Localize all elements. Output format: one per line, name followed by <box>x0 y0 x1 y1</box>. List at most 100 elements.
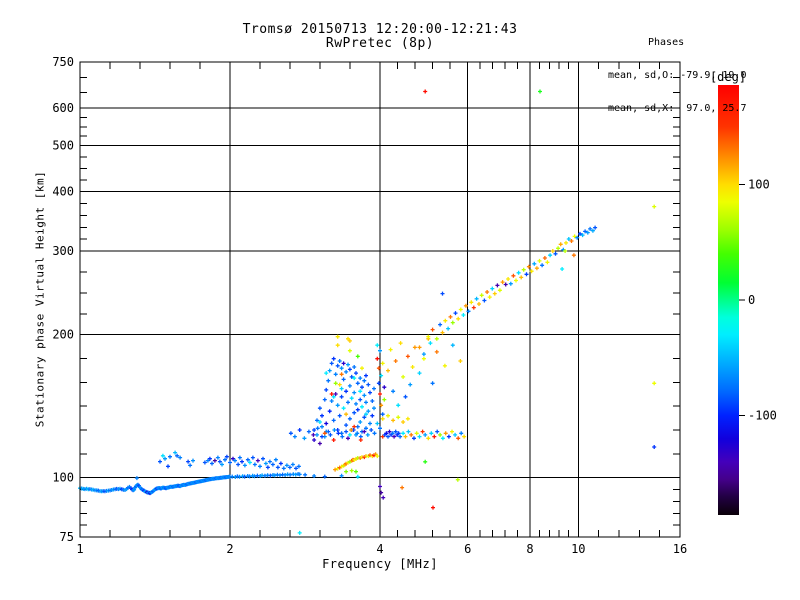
data-point <box>212 458 217 463</box>
data-point <box>477 302 481 306</box>
y-tick-label: 75 <box>60 530 74 544</box>
data-point <box>331 356 336 361</box>
data-point <box>347 348 352 353</box>
data-point <box>255 458 260 463</box>
data-point <box>252 462 257 467</box>
data-point <box>261 456 265 461</box>
data-point <box>506 277 511 281</box>
y-tick-labels: 75 100 200 300 400 500 600 750 <box>52 55 74 544</box>
data-point <box>273 457 278 462</box>
data-point <box>346 362 350 367</box>
data-point <box>532 261 537 266</box>
data-point <box>327 409 332 414</box>
data-point <box>329 392 334 396</box>
data-point <box>479 293 484 298</box>
data-point <box>482 298 487 303</box>
data-point <box>410 365 415 369</box>
data-point <box>431 505 435 510</box>
data-point <box>332 428 337 432</box>
data-point <box>297 428 302 432</box>
data-point <box>495 283 500 288</box>
data-point <box>364 426 368 431</box>
phase-stats-block: Phases mean, sd,O: -79.9, 19.0 mean, sd,… <box>608 15 746 136</box>
data-point <box>391 418 396 423</box>
y-tick-label: 600 <box>52 101 74 115</box>
data-point <box>537 258 542 263</box>
data-point <box>438 432 443 437</box>
data-point <box>335 363 340 368</box>
data-point <box>461 313 466 317</box>
data-point <box>378 392 382 396</box>
data-point <box>401 431 406 436</box>
data-point <box>250 455 255 460</box>
data-point <box>564 240 568 245</box>
data-point <box>354 371 358 376</box>
data-point <box>542 256 547 260</box>
data-point <box>368 390 372 395</box>
data-point <box>378 426 382 431</box>
x-tick-label: 4 <box>376 542 383 556</box>
data-point <box>379 373 384 378</box>
colorbar-tick-label: 100 <box>748 177 770 191</box>
data-point <box>448 314 453 319</box>
data-point <box>382 385 387 390</box>
data-point <box>379 490 384 495</box>
data-point <box>178 455 183 460</box>
data-point <box>341 361 346 366</box>
data-point <box>331 418 336 423</box>
data-point <box>296 464 301 469</box>
data-point <box>220 462 224 467</box>
y-tick-label: 400 <box>52 185 74 199</box>
data-point <box>347 367 352 372</box>
data-point <box>346 400 350 405</box>
data-point <box>339 394 344 399</box>
data-point <box>339 473 344 478</box>
colorbar-tick-label: 0 <box>748 293 755 307</box>
data-point <box>421 352 426 357</box>
data-point <box>370 399 375 403</box>
data-point <box>333 392 338 396</box>
data-point <box>311 432 316 437</box>
data-point <box>450 320 455 325</box>
data-point <box>355 407 360 412</box>
data-point <box>417 434 422 439</box>
x-tick-label: 6 <box>464 542 471 556</box>
data-point <box>458 359 463 363</box>
phase-stats-header: Phases <box>648 37 685 48</box>
data-point <box>572 234 577 239</box>
data-point <box>331 438 336 442</box>
data-point <box>233 458 237 463</box>
data-point <box>408 382 413 387</box>
data-point <box>344 389 349 394</box>
data-point <box>393 359 398 363</box>
data-point <box>432 434 437 439</box>
data-point <box>324 387 329 392</box>
data-point <box>317 441 322 446</box>
x-tick-label: 16 <box>673 542 687 556</box>
colorbar-ticks: 100 0 -100 <box>739 177 777 423</box>
data-point <box>333 467 338 472</box>
data-point <box>474 296 479 301</box>
data-point <box>349 428 354 432</box>
data-point <box>173 450 178 455</box>
y-tick-label: 200 <box>52 328 74 342</box>
data-point <box>524 272 529 277</box>
x-axis-title: Frequency [MHz] <box>322 557 438 571</box>
data-point <box>329 399 334 403</box>
data-point <box>366 409 371 414</box>
data-point <box>245 457 250 462</box>
data-point <box>333 372 338 377</box>
data-point <box>558 242 563 247</box>
data-point <box>386 413 390 418</box>
data-point <box>315 432 319 437</box>
data-point <box>335 403 340 408</box>
data-point <box>421 356 426 361</box>
data-point <box>247 460 252 465</box>
data-point <box>398 434 403 439</box>
data-point <box>306 429 311 434</box>
data-point <box>175 453 180 458</box>
y-tick-label: 300 <box>52 244 74 258</box>
data-point <box>364 412 368 417</box>
data-point <box>469 300 474 305</box>
data-point <box>328 432 333 437</box>
